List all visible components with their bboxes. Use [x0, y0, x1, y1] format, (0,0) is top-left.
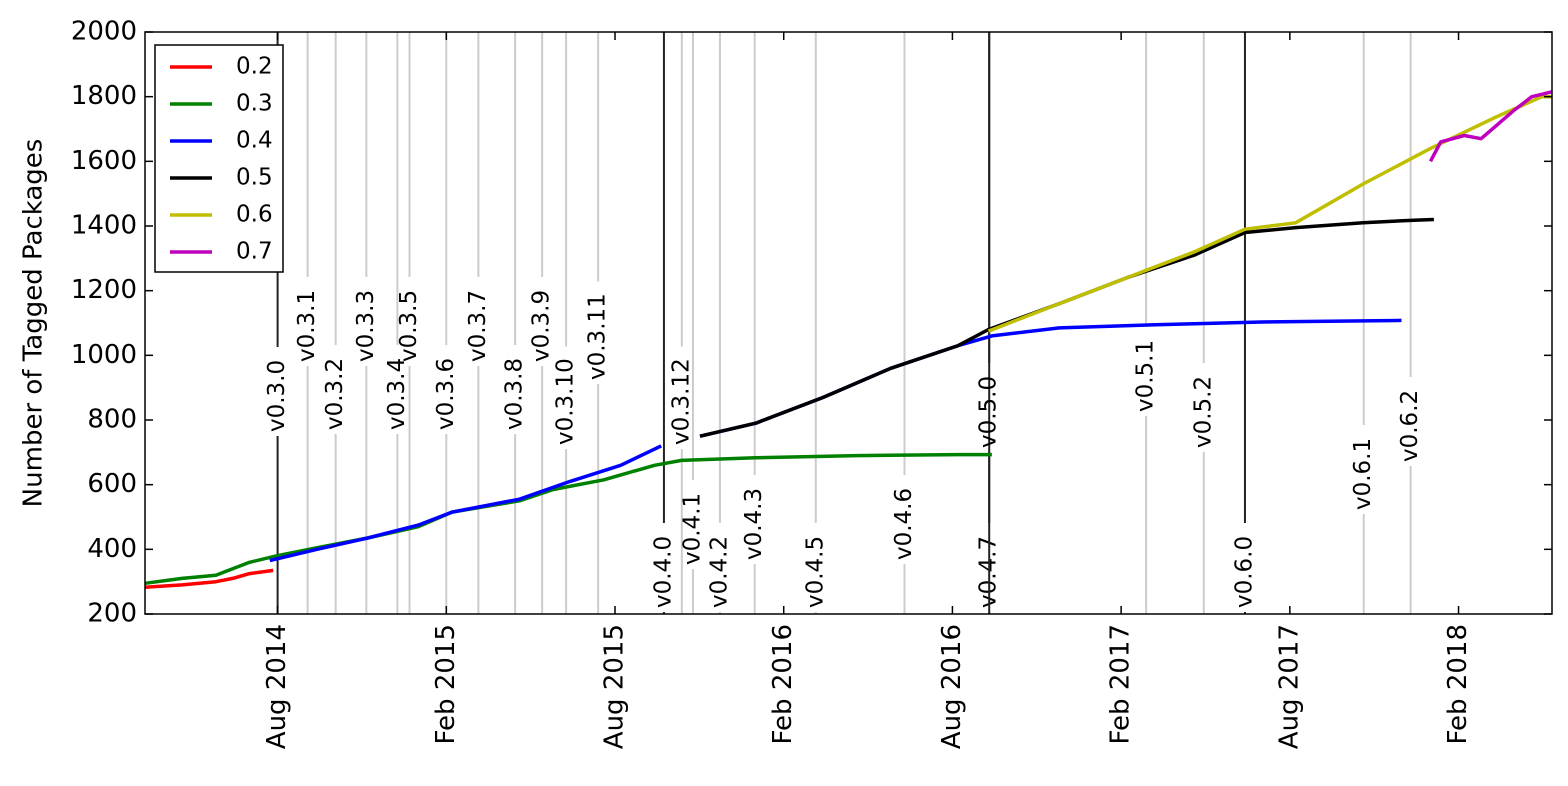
legend-label: 0.3 [236, 91, 273, 117]
release-label: v0.3.3 [353, 290, 379, 362]
series-line [987, 94, 1552, 333]
release-label: v0.4.1 [679, 493, 705, 565]
legend-label: 0.2 [236, 54, 273, 80]
x-tick-label: Feb 2018 [1443, 624, 1473, 744]
y-tick-label: 1000 [71, 340, 137, 370]
release-label: v0.5.1 [1133, 340, 1159, 412]
release-label: v0.6.1 [1350, 438, 1376, 510]
legend-label: 0.6 [236, 202, 273, 228]
release-label: v0.3.12 [668, 358, 694, 445]
release-label: v0.5.2 [1190, 376, 1216, 448]
release-label: v0.4.2 [706, 536, 732, 608]
legend-label: 0.7 [236, 239, 273, 265]
x-tick-label: Aug 2015 [600, 624, 630, 749]
release-label: v0.3.7 [465, 290, 491, 362]
release-label: v0.3.0 [264, 360, 290, 432]
release-label: v0.3.5 [396, 290, 422, 362]
series-line [144, 452, 992, 586]
legend-box [154, 44, 284, 273]
y-tick-label: 1400 [71, 211, 137, 241]
y-tick-label: 2000 [71, 17, 137, 47]
legend-label: 0.4 [236, 128, 273, 154]
y-tick-label: 600 [87, 469, 137, 499]
y-tick-label: 200 [87, 599, 137, 629]
y-tick-label: 1600 [71, 146, 137, 176]
release-label: v0.3.1 [294, 290, 320, 362]
legend-label: 0.5 [236, 165, 273, 191]
release-label: v0.4.6 [891, 488, 917, 560]
series-line [269, 318, 1402, 563]
release-label: v0.3.9 [529, 290, 555, 362]
plot-frame [144, 31, 1553, 615]
x-tick-label: Aug 2016 [937, 624, 967, 749]
release-label: v0.4.5 [802, 536, 828, 608]
y-tick-label: 1800 [71, 81, 137, 111]
series-line [144, 568, 274, 589]
release-label: v0.3.11 [585, 293, 611, 380]
x-tick-label: Aug 2014 [262, 624, 292, 749]
release-label: v0.6.2 [1397, 390, 1423, 462]
series-line [1428, 90, 1553, 163]
x-tick-label: Feb 2016 [768, 624, 798, 744]
x-tick-label: Feb 2015 [431, 624, 461, 744]
x-tick-label: Feb 2017 [1106, 624, 1136, 744]
y-tick-label: 400 [87, 534, 137, 564]
release-label: v0.3.8 [502, 358, 528, 430]
y-tick-label: 800 [87, 405, 137, 435]
y-axis-label: Number of Tagged Packages [19, 139, 49, 508]
release-label: v0.4.0 [650, 536, 676, 608]
release-label: v0.4.3 [741, 488, 767, 560]
release-label: v0.3.4 [384, 358, 410, 430]
release-label: v0.3.2 [322, 358, 348, 430]
release-label: v0.3.10 [553, 358, 579, 445]
x-tick-label: Aug 2017 [1274, 624, 1304, 749]
release-label: v0.6.0 [1231, 536, 1257, 608]
release-label: v0.5.0 [976, 376, 1002, 448]
release-label: v0.3.6 [433, 358, 459, 430]
y-tick-label: 1200 [71, 275, 137, 305]
